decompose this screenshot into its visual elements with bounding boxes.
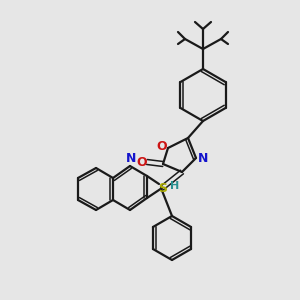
Text: O: O xyxy=(157,140,167,152)
Text: S: S xyxy=(158,182,167,194)
Text: N: N xyxy=(126,152,136,164)
Text: H: H xyxy=(170,181,180,191)
Text: O: O xyxy=(137,155,147,169)
Text: N: N xyxy=(198,152,208,164)
